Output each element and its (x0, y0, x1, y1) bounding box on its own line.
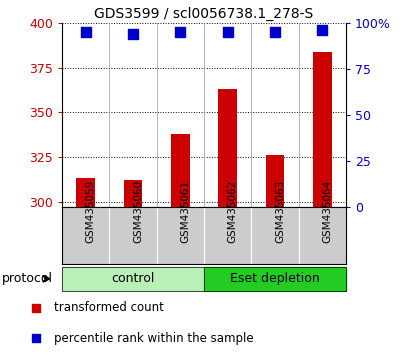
Bar (218, 89, 237, 207)
Text: GSM435064: GSM435064 (322, 180, 332, 243)
Bar (313, 52, 332, 207)
Text: GSM435061: GSM435061 (180, 180, 190, 243)
Bar (171, 134, 190, 207)
Text: control: control (111, 272, 155, 285)
Text: percentile rank within the sample: percentile rank within the sample (54, 332, 254, 345)
Bar (76, 178, 95, 207)
Bar (204, 267, 346, 291)
Point (177, 29, 184, 35)
Title: GDS3599 / scl0056738.1_278-S: GDS3599 / scl0056738.1_278-S (94, 6, 314, 21)
Text: GSM435062: GSM435062 (228, 180, 238, 243)
Point (33, 305, 39, 310)
Point (82, 29, 89, 35)
Point (33, 336, 39, 341)
Text: GSM435059: GSM435059 (86, 180, 96, 243)
Text: transformed count: transformed count (54, 301, 164, 314)
Text: GSM435060: GSM435060 (133, 180, 143, 243)
Bar (124, 180, 142, 207)
Point (130, 31, 136, 37)
Bar (266, 155, 284, 207)
Bar (62, 267, 204, 291)
Bar (62, 267, 204, 291)
Point (319, 28, 326, 33)
Text: Eset depletion: Eset depletion (230, 272, 320, 285)
Text: GSM435063: GSM435063 (275, 180, 285, 243)
Point (272, 29, 278, 35)
Text: protocol: protocol (2, 272, 53, 285)
Point (224, 29, 231, 35)
Bar (204, 267, 346, 291)
